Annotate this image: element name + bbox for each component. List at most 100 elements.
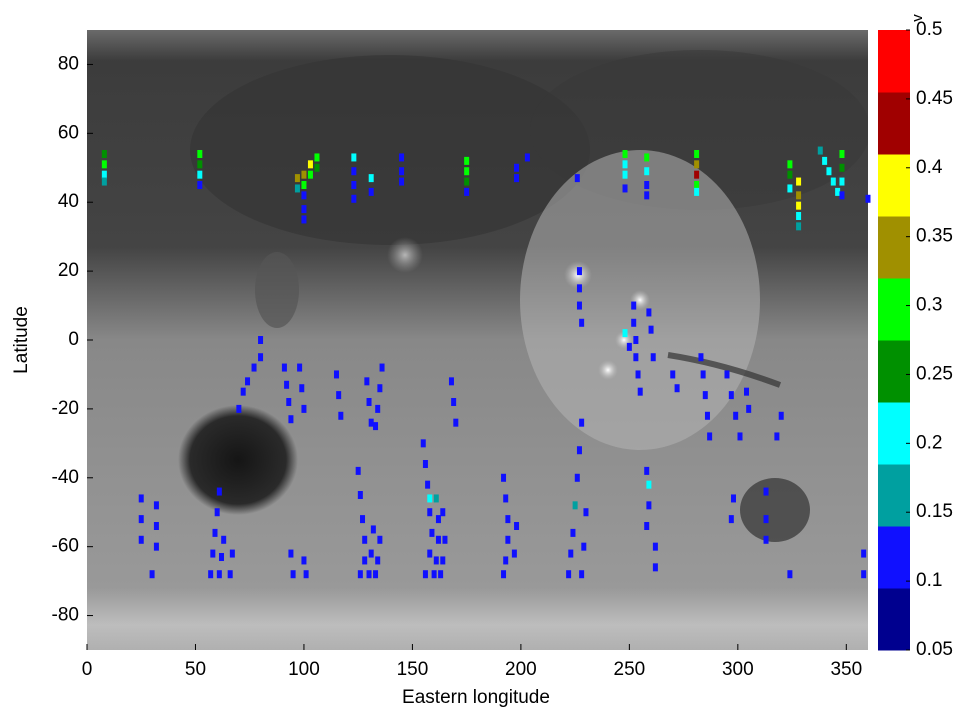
point bbox=[568, 549, 574, 558]
x-tick-label: 0 bbox=[82, 659, 93, 680]
colorbar-label: v bbox=[909, 14, 926, 22]
point bbox=[429, 528, 435, 537]
point bbox=[503, 494, 509, 503]
point bbox=[453, 418, 459, 427]
point bbox=[774, 432, 780, 441]
point bbox=[420, 439, 426, 448]
y-tick-label: 20 bbox=[58, 260, 79, 281]
point bbox=[138, 494, 144, 503]
point bbox=[153, 542, 159, 551]
point bbox=[197, 160, 203, 169]
point bbox=[364, 377, 370, 386]
point bbox=[314, 153, 320, 162]
point bbox=[576, 267, 582, 276]
colorbar-tick-label: 0.25 bbox=[916, 363, 953, 384]
point bbox=[399, 167, 405, 176]
point bbox=[351, 167, 357, 176]
point bbox=[787, 184, 793, 193]
point bbox=[303, 570, 309, 579]
point bbox=[307, 160, 313, 169]
point bbox=[240, 387, 246, 396]
colorbar-tick-label: 0.3 bbox=[916, 295, 942, 316]
point bbox=[737, 432, 743, 441]
point bbox=[431, 570, 437, 579]
colorbar-tick-label: 0.2 bbox=[916, 432, 942, 453]
point bbox=[622, 329, 628, 338]
point bbox=[694, 150, 700, 158]
point bbox=[674, 384, 680, 393]
point bbox=[368, 549, 374, 558]
point bbox=[294, 184, 300, 193]
point bbox=[433, 494, 439, 503]
point bbox=[514, 163, 520, 172]
colorbar-band bbox=[878, 340, 910, 403]
point bbox=[236, 404, 242, 413]
point bbox=[626, 342, 632, 351]
map-background bbox=[87, 30, 868, 650]
point bbox=[301, 170, 307, 179]
point bbox=[865, 194, 871, 203]
point bbox=[635, 370, 641, 379]
point bbox=[787, 160, 793, 169]
point bbox=[307, 170, 313, 179]
y-tick-label: 60 bbox=[58, 122, 79, 143]
point bbox=[288, 415, 294, 424]
point bbox=[336, 391, 342, 400]
point bbox=[524, 153, 530, 162]
point bbox=[670, 370, 676, 379]
point bbox=[368, 418, 374, 427]
point bbox=[258, 336, 264, 344]
point bbox=[351, 194, 357, 203]
point bbox=[733, 411, 739, 420]
y-tick-label: -60 bbox=[52, 536, 79, 557]
y-tick-label: -80 bbox=[52, 605, 79, 626]
point bbox=[694, 187, 700, 196]
point bbox=[149, 570, 155, 579]
point bbox=[258, 353, 264, 362]
point bbox=[631, 301, 637, 310]
point bbox=[501, 473, 507, 482]
point bbox=[637, 387, 643, 396]
colorbar-band bbox=[878, 526, 910, 589]
point bbox=[572, 501, 578, 510]
point bbox=[229, 549, 235, 558]
colorbar-band bbox=[878, 216, 910, 279]
point bbox=[370, 525, 376, 534]
colorbar-band bbox=[878, 30, 910, 93]
x-tick-label: 350 bbox=[830, 659, 862, 680]
point bbox=[373, 570, 379, 579]
point bbox=[644, 153, 650, 162]
point bbox=[299, 384, 305, 393]
colorbar-tick-label: 0.05 bbox=[916, 639, 953, 660]
point bbox=[368, 174, 374, 183]
point bbox=[581, 542, 587, 551]
point bbox=[579, 418, 585, 427]
point bbox=[297, 363, 303, 372]
point bbox=[377, 384, 383, 393]
point bbox=[622, 160, 628, 169]
point bbox=[440, 508, 446, 517]
point bbox=[763, 515, 769, 524]
point bbox=[622, 150, 628, 158]
point bbox=[368, 187, 374, 196]
point bbox=[633, 353, 639, 362]
point bbox=[290, 570, 296, 579]
point bbox=[362, 556, 368, 565]
x-tick-label: 50 bbox=[185, 659, 206, 680]
point bbox=[644, 522, 650, 530]
point bbox=[839, 177, 845, 186]
colorbar-band bbox=[878, 402, 910, 465]
point bbox=[399, 177, 405, 186]
point bbox=[281, 363, 287, 372]
point bbox=[830, 177, 836, 186]
point bbox=[251, 363, 257, 372]
point bbox=[622, 170, 628, 179]
colorbar-tick-label: 0.45 bbox=[916, 88, 953, 109]
point bbox=[796, 191, 802, 200]
point bbox=[360, 515, 366, 524]
point bbox=[338, 411, 344, 420]
point bbox=[357, 570, 363, 579]
point bbox=[433, 556, 439, 565]
point bbox=[839, 191, 845, 200]
